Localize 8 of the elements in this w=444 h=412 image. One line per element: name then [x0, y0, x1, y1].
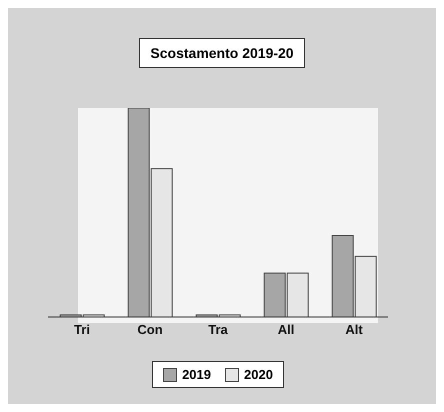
legend-label: 2020 — [243, 367, 273, 382]
x-tick-label: Con — [137, 322, 163, 338]
x-tick-label: Tri — [74, 322, 90, 338]
x-tick-label: Tra — [208, 322, 229, 338]
chart-title: Scostamento 2019-20 — [139, 38, 305, 68]
legend-label: 2019 — [181, 367, 211, 382]
x-tick-label: All — [278, 322, 294, 338]
x-tick-label: Alt — [345, 322, 364, 338]
